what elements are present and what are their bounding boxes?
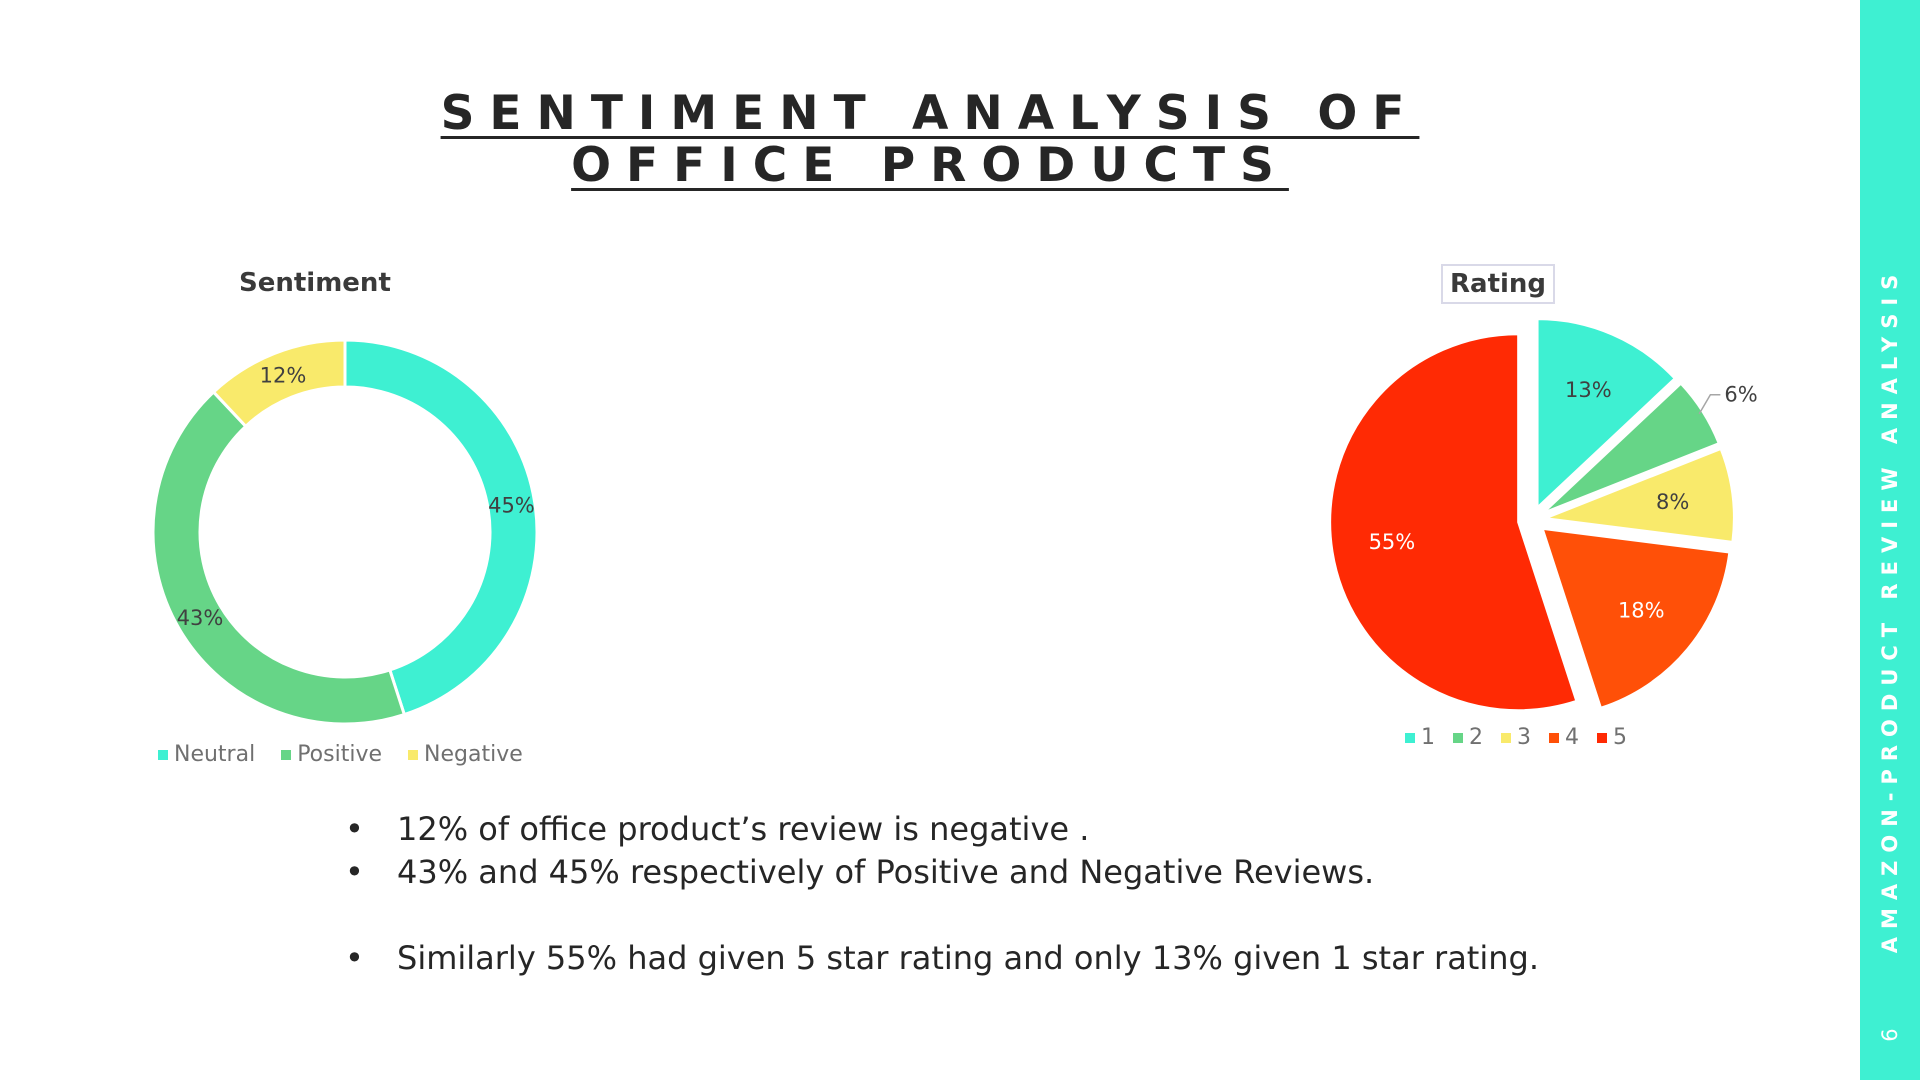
- rating-legend-swatch: [1501, 732, 1511, 743]
- rating-legend-swatch: [1405, 732, 1415, 743]
- rating-data-label: 13%: [1565, 378, 1612, 402]
- sentiment-legend-item-negative: Negative: [408, 742, 523, 767]
- rating-slice-3: [1545, 447, 1735, 543]
- sentiment-legend-label: Neutral: [174, 742, 256, 767]
- rating-legend-swatch: [1549, 732, 1559, 743]
- rating-data-label: 6%: [1724, 383, 1757, 407]
- sentiment-legend: Neutral Positive Negative: [158, 742, 523, 767]
- rating-leader-line: [1698, 393, 1721, 415]
- sentiment-slice-positive: [151, 389, 407, 726]
- rating-legend-label: 1: [1421, 725, 1435, 750]
- sentiment-legend-label: Positive: [297, 742, 383, 767]
- rating-chart-title: Rating: [1441, 264, 1556, 304]
- rating-legend: 1 2 3 4 5: [1405, 725, 1627, 750]
- sentiment-data-label: 45%: [488, 494, 535, 518]
- rating-data-label: 8%: [1656, 490, 1689, 514]
- sentiment-legend-item-neutral: Neutral: [158, 742, 255, 767]
- rating-data-label: 55%: [1369, 530, 1416, 554]
- rating-legend-item-3: 3: [1501, 725, 1531, 750]
- rating-slice-2: [1543, 382, 1720, 514]
- summary-bullets: 12% of office product’s review is negati…: [345, 808, 1645, 980]
- sentiment-doughnut-chart: 45% 43% 12%: [151, 338, 539, 726]
- sentiment-slice-negative: [211, 338, 347, 429]
- bullet-positive-negative: 43% and 45% respectively of Positive and…: [345, 851, 1645, 894]
- sentiment-legend-swatch: [408, 749, 419, 760]
- rating-pie-chart: 13% 6% 8% 18% 55%: [1329, 318, 1758, 712]
- rating-legend-label: 4: [1565, 725, 1579, 750]
- rating-slice-5: [1329, 333, 1578, 712]
- slide-title: SENTIMENT ANALYSIS OF OFFICE PRODUCTS: [440, 86, 1420, 193]
- rating-slice-4: [1541, 527, 1731, 709]
- rating-legend-item-2: 2: [1453, 725, 1483, 750]
- rating-legend-label: 2: [1469, 725, 1483, 750]
- sentiment-chart-title: Sentiment: [239, 268, 391, 298]
- bullet-rating: Similarly 55% had given 5 star rating an…: [345, 937, 1645, 980]
- rating-legend-label: 5: [1613, 725, 1627, 750]
- rating-data-label: 18%: [1618, 598, 1665, 622]
- rating-legend-swatch: [1453, 732, 1463, 743]
- sentiment-data-label: 12%: [260, 363, 307, 387]
- bullet-negative-share: 12% of office product’s review is negati…: [345, 808, 1645, 851]
- sentiment-data-label: 43%: [177, 606, 224, 630]
- sentiment-slice-neutral: [343, 338, 539, 717]
- rating-legend-item-1: 1: [1405, 725, 1435, 750]
- sentiment-legend-swatch: [281, 749, 292, 760]
- sentiment-legend-item-positive: Positive: [281, 742, 382, 767]
- rating-legend-item-4: 4: [1549, 725, 1579, 750]
- accent-sidebar: [1860, 0, 1920, 1080]
- rating-legend-swatch: [1597, 732, 1607, 743]
- sentiment-legend-swatch: [158, 749, 168, 760]
- page-number: 6: [1878, 1028, 1902, 1042]
- rating-legend-label: 3: [1517, 725, 1531, 750]
- rating-slice-1: [1536, 318, 1677, 510]
- sentiment-legend-label: Negative: [424, 742, 523, 767]
- sidebar-title: AMAZON-PRODUCT REVIEW ANALYSIS: [1878, 266, 1902, 954]
- rating-legend-item-5: 5: [1597, 725, 1627, 750]
